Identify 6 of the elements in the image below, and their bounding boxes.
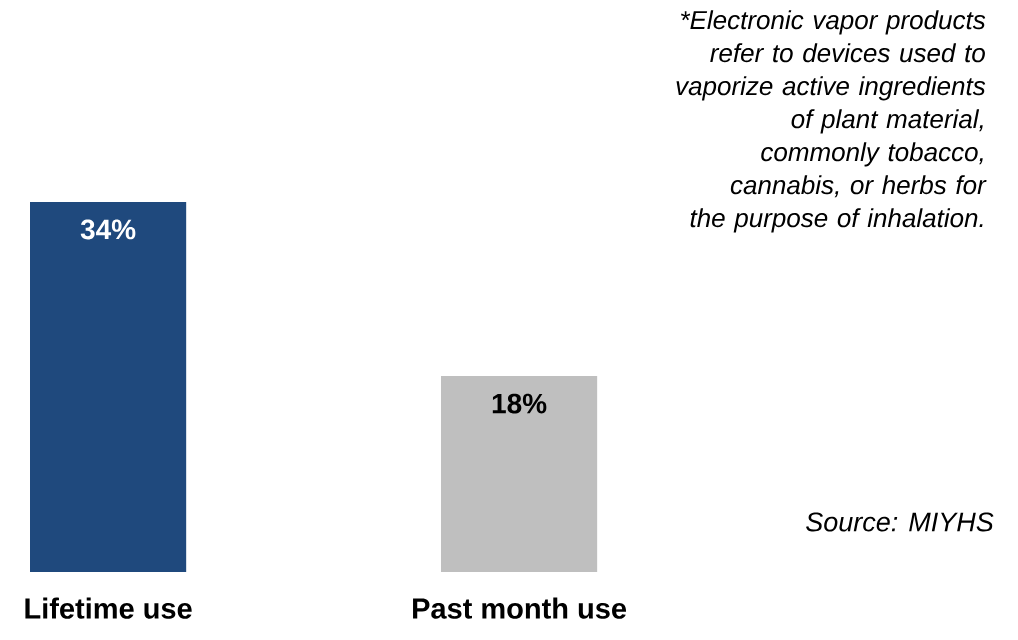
source-note: Source: MIYHS	[806, 512, 994, 532]
data-label: 18%	[492, 393, 547, 414]
annotation: *Electronic vapor products refer to devices used to vaporize active ingredients of plant material, commonly tobacco, cannabis, or herbs for the purpose of inhalation.	[676, 10, 987, 233]
x-tick-label: Lifetime use	[25, 597, 192, 619]
x-tick-label: Past month use	[413, 597, 627, 619]
data-label: 34%	[80, 219, 136, 240]
